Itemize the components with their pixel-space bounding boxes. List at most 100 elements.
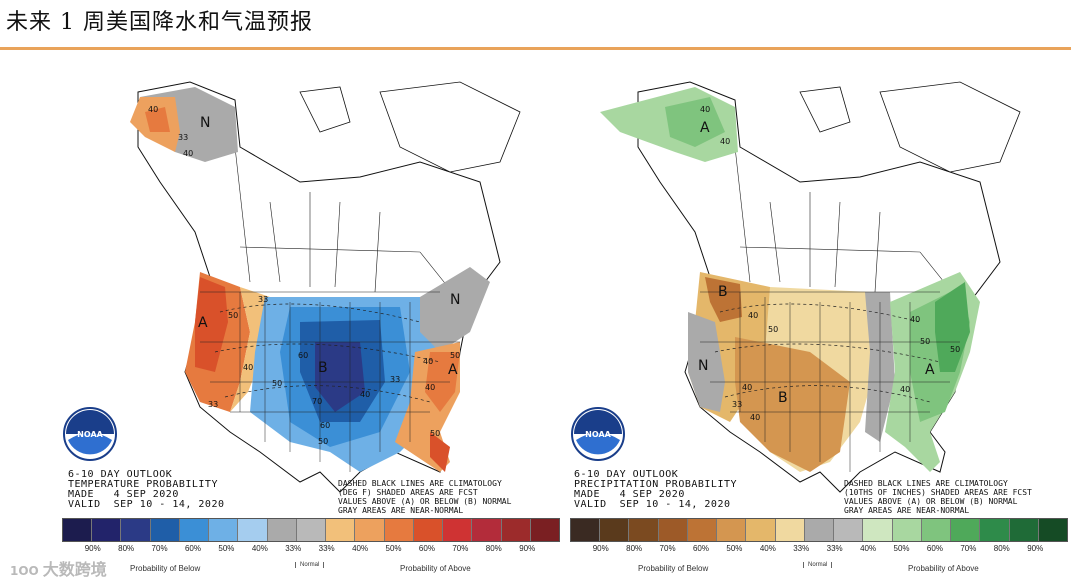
contour-label: 60 xyxy=(298,351,308,360)
legend-swatch xyxy=(629,519,659,541)
contour-label: 33 xyxy=(732,400,742,409)
legend-swatch xyxy=(238,519,268,541)
legend-above-caption: Probability of Above xyxy=(908,564,979,573)
legend-swatch xyxy=(600,519,630,541)
contour-label: 50 xyxy=(950,345,960,354)
legend-tick-label: 90% xyxy=(84,544,101,553)
legend-below-caption: Probability of Below xyxy=(638,564,709,573)
contour-label: 40 xyxy=(700,105,710,114)
arctic-island-2 xyxy=(799,86,851,133)
legend-swatch xyxy=(951,519,981,541)
region-label: N xyxy=(200,115,210,131)
svg-text:NOAA: NOAA xyxy=(585,430,611,439)
legend-swatch xyxy=(150,519,180,541)
contour-label: 50 xyxy=(430,429,440,438)
legend-tick-label: 80% xyxy=(993,544,1010,553)
legend-swatch xyxy=(355,519,385,541)
west-above-edge xyxy=(230,287,270,412)
contour-label: 40 xyxy=(360,390,370,399)
precipitation-legend-ticks: 90% 80% 70% 60% 50% 40% 33% 33% 40% 50% 60% 70% 80% 9… xyxy=(584,544,1052,553)
legend-tick-label: 33% xyxy=(318,544,335,553)
alaska-above-core xyxy=(665,97,725,147)
contour-label: 33 xyxy=(258,295,268,304)
contour-label: 40 xyxy=(748,311,758,320)
legend-swatch xyxy=(63,519,93,541)
map-note-line: GRAY AREAS ARE NEAR-NORMAL xyxy=(844,506,970,515)
temperature-legend-ticks: 90% 80% 70% 60% 50% 40% 33% 33% 40% 50% 60% 70% 80% 9… xyxy=(76,544,544,553)
legend-tick-label: 60% xyxy=(692,544,709,553)
legend-tick-label: 70% xyxy=(452,544,469,553)
legend-tick-label: 70% xyxy=(659,544,676,553)
east-above-core xyxy=(935,282,970,372)
legend-tick-label: 90% xyxy=(592,544,609,553)
contour-label: 50 xyxy=(768,325,778,334)
outlook-title: 6-10 DAY OUTLOOK xyxy=(68,469,173,480)
region-label: A xyxy=(448,362,458,378)
legend-tick-label: 40% xyxy=(352,544,369,553)
legend-above-caption: Probability of Above xyxy=(400,564,471,573)
climatology-lines xyxy=(714,303,941,403)
alaska-above-inner xyxy=(145,107,170,132)
legend-swatch xyxy=(804,519,835,541)
temperature-outlook-panel: N A B N A 40 33 40 50 33 40 50 60 70 60 … xyxy=(0,52,560,587)
contour-label: 33 xyxy=(208,400,218,409)
watermark-logo-icon: 1OO xyxy=(10,564,39,578)
legend-swatch xyxy=(413,519,444,541)
outlook-valid: VALID SEP 10 - 14, 2020 xyxy=(68,499,225,510)
legend-swatch xyxy=(326,519,356,541)
legend-swatch xyxy=(472,519,502,541)
temperature-legend-bar xyxy=(62,518,560,542)
legend-swatch xyxy=(746,519,776,541)
legend-tick-label: 90% xyxy=(1027,544,1044,553)
legend-swatch xyxy=(892,519,922,541)
region-label: N xyxy=(698,358,708,374)
state-borders xyxy=(700,291,960,472)
legend-swatch xyxy=(179,519,210,541)
contour-label: 60 xyxy=(320,421,330,430)
legend-tick-label: 90% xyxy=(519,544,536,553)
legend-tick-label: 80% xyxy=(485,544,502,553)
legend-tick-label: 40% xyxy=(759,544,776,553)
contour-label: 33 xyxy=(178,133,188,142)
watermark-text: 大数跨境 xyxy=(42,560,107,579)
canada-borders xyxy=(234,146,461,303)
precipitation-legend-bar xyxy=(570,518,1068,542)
region-label: B xyxy=(718,284,728,300)
arctic-islands xyxy=(379,81,521,173)
map-note-line: (DEG F) SHADED AREAS ARE FCST xyxy=(338,488,478,497)
great-basin-near-normal xyxy=(688,312,725,412)
map-note-line: DASHED BLACK LINES ARE CLIMATOLOGY xyxy=(338,479,502,488)
outlook-title: 6-10 DAY OUTLOOK xyxy=(574,469,679,480)
contour-label: 40 xyxy=(243,363,253,372)
contour-label: 70 xyxy=(312,397,322,406)
legend-swatch xyxy=(658,519,688,541)
noaa-logo-icon: NOAA xyxy=(571,407,625,461)
region-label: A xyxy=(198,315,208,331)
legend-tick-label: 60% xyxy=(184,544,201,553)
legend-normal-caption: Normal xyxy=(295,562,325,568)
florida-above xyxy=(430,432,450,472)
legend-swatch xyxy=(834,519,864,541)
contour-label: 40 xyxy=(900,385,910,394)
legend-tick-label: 40% xyxy=(251,544,268,553)
legend-swatch xyxy=(921,519,952,541)
legend-tick-label: 33% xyxy=(826,544,843,553)
legend-swatch xyxy=(443,519,473,541)
legend-tick-label: 50% xyxy=(726,544,743,553)
contour-label: 50 xyxy=(272,379,282,388)
legend-swatch xyxy=(571,519,601,541)
legend-tick-label: 33% xyxy=(793,544,810,553)
legend-swatch xyxy=(384,519,414,541)
contour-label: 40 xyxy=(742,383,752,392)
region-label: B xyxy=(318,360,328,376)
legend-swatch xyxy=(530,519,559,541)
legend-swatch xyxy=(121,519,151,541)
pnw-below-core xyxy=(705,277,742,322)
contour-label: 40 xyxy=(423,357,433,366)
contour-label: 40 xyxy=(750,413,760,422)
legend-tick-label: 60% xyxy=(418,544,435,553)
contour-label: 40 xyxy=(425,383,435,392)
noaa-logo-icon: NOAA xyxy=(63,407,117,461)
legend-swatch xyxy=(296,519,327,541)
central-below-core xyxy=(315,342,365,412)
